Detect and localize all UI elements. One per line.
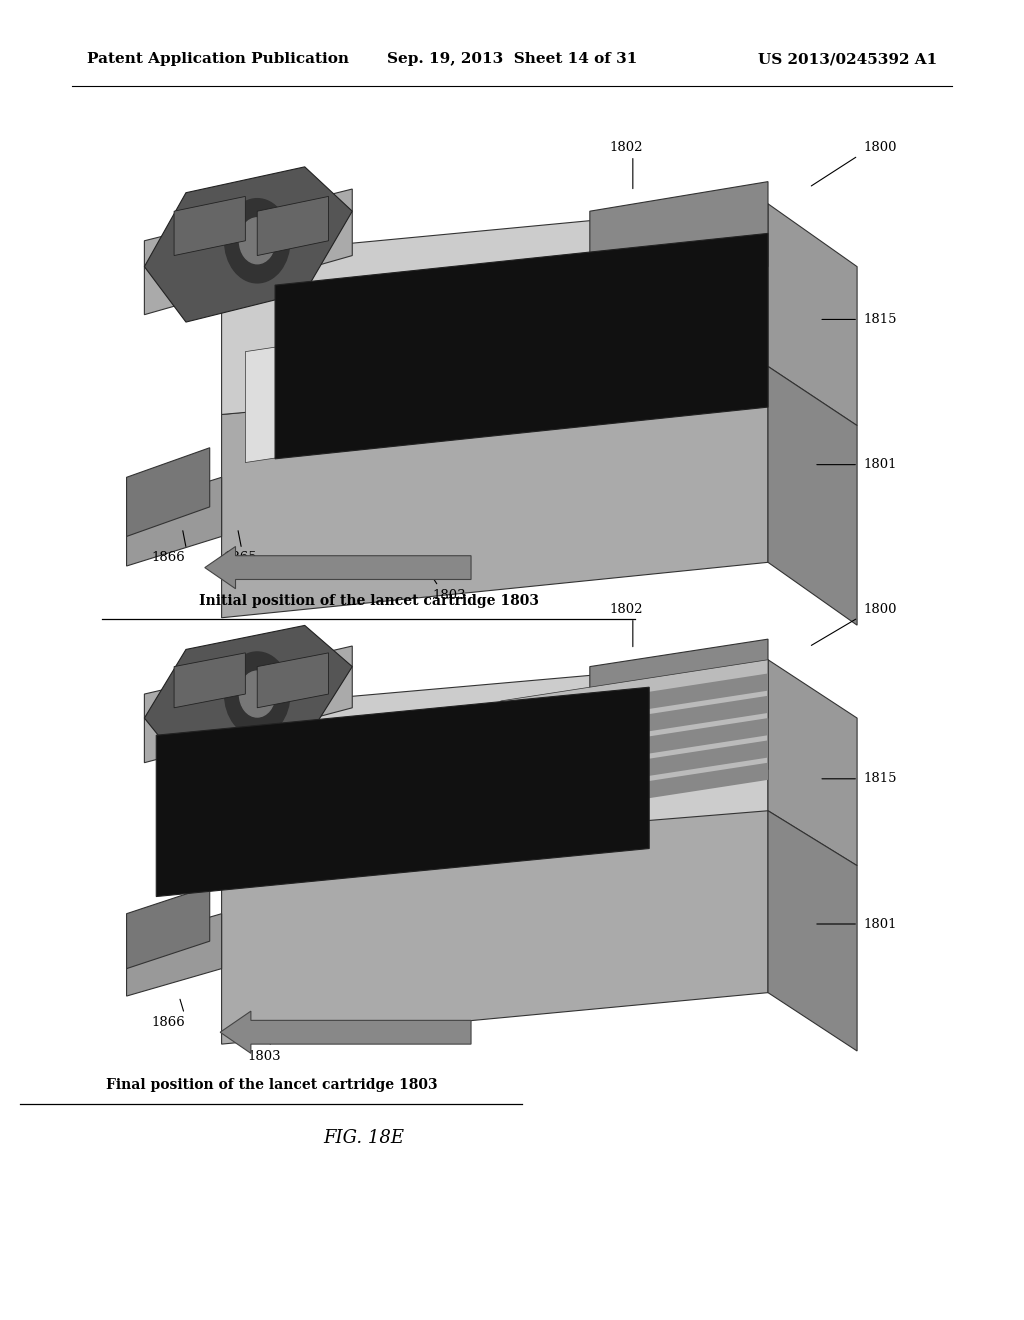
Circle shape xyxy=(240,218,275,264)
Text: US 2013/0245392 A1: US 2013/0245392 A1 xyxy=(758,53,937,66)
Polygon shape xyxy=(144,645,352,763)
Text: 1802: 1802 xyxy=(609,603,643,616)
Polygon shape xyxy=(144,166,352,322)
Polygon shape xyxy=(221,804,768,1044)
Polygon shape xyxy=(257,197,329,256)
Polygon shape xyxy=(221,359,768,618)
Circle shape xyxy=(224,199,290,282)
Polygon shape xyxy=(246,322,441,462)
Polygon shape xyxy=(768,660,857,866)
Text: 1802: 1802 xyxy=(609,141,643,154)
Text: Initial position of the lancet cartridge 1803: Initial position of the lancet cartridge… xyxy=(199,594,539,607)
Polygon shape xyxy=(501,696,768,754)
Polygon shape xyxy=(352,742,459,842)
FancyArrow shape xyxy=(205,546,471,589)
Polygon shape xyxy=(590,182,768,293)
Circle shape xyxy=(224,652,290,737)
Polygon shape xyxy=(174,653,246,708)
Polygon shape xyxy=(221,203,768,414)
Polygon shape xyxy=(275,234,768,459)
Text: 1866: 1866 xyxy=(152,1016,185,1030)
Text: 1800: 1800 xyxy=(863,141,897,154)
Text: FIG. 18E: FIG. 18E xyxy=(323,1129,404,1147)
Text: 1865: 1865 xyxy=(223,550,257,564)
Polygon shape xyxy=(127,447,210,536)
Polygon shape xyxy=(174,197,246,256)
Polygon shape xyxy=(768,810,857,1051)
FancyArrow shape xyxy=(220,1011,471,1053)
Polygon shape xyxy=(501,763,768,821)
Text: Final position of the lancet cartridge 1803: Final position of the lancet cartridge 1… xyxy=(105,1078,437,1092)
Polygon shape xyxy=(221,660,768,855)
Polygon shape xyxy=(501,718,768,776)
Polygon shape xyxy=(127,913,221,997)
Polygon shape xyxy=(352,293,459,400)
Text: Sep. 19, 2013  Sheet 14 of 31: Sep. 19, 2013 Sheet 14 of 31 xyxy=(387,53,637,66)
Polygon shape xyxy=(157,688,649,896)
Polygon shape xyxy=(144,626,352,770)
Polygon shape xyxy=(144,189,352,314)
Polygon shape xyxy=(501,660,768,810)
Polygon shape xyxy=(501,673,768,731)
Polygon shape xyxy=(590,639,768,742)
Polygon shape xyxy=(127,478,221,566)
Polygon shape xyxy=(501,741,768,799)
Text: Patent Application Publication: Patent Application Publication xyxy=(87,53,349,66)
Circle shape xyxy=(240,671,275,717)
Polygon shape xyxy=(257,653,329,708)
Text: 1803: 1803 xyxy=(248,1049,282,1063)
Text: 1866: 1866 xyxy=(152,550,185,564)
Text: 1815: 1815 xyxy=(863,772,897,785)
Text: 1801: 1801 xyxy=(863,917,897,931)
Text: 1803: 1803 xyxy=(432,589,466,602)
Polygon shape xyxy=(127,886,210,969)
Text: 1800: 1800 xyxy=(863,603,897,616)
Text: 1801: 1801 xyxy=(863,458,897,471)
Polygon shape xyxy=(768,203,857,425)
Text: 1815: 1815 xyxy=(863,313,897,326)
Polygon shape xyxy=(768,367,857,626)
